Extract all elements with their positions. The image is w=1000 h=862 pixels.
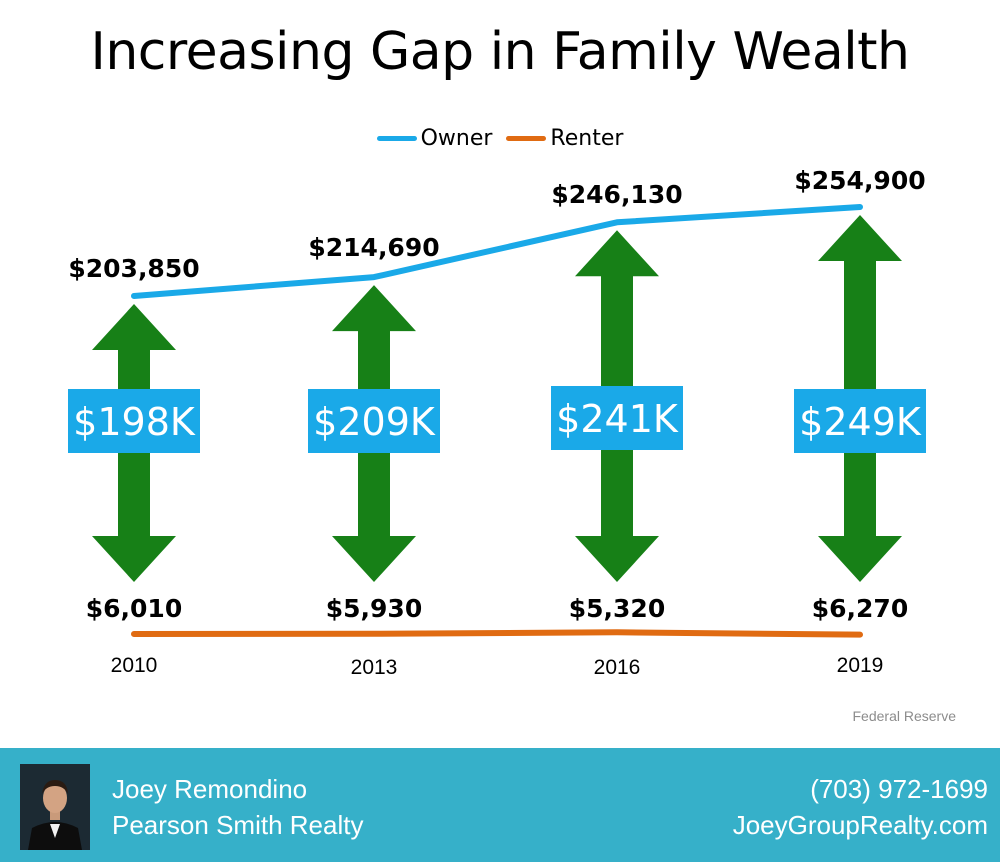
chart-title: Increasing Gap in Family Wealth — [90, 22, 910, 82]
agent-website-link[interactable]: JoeyGroupRealty.com — [732, 810, 988, 840]
source-credit: Federal Reserve — [852, 708, 957, 724]
renter-value-label-2019: $6,270 — [812, 594, 908, 623]
legend-owner-swatch — [376, 136, 417, 141]
gap-label-2016: $241K — [556, 397, 679, 441]
gap-label-2013: $209K — [313, 400, 436, 444]
legend-owner-label: Owner — [420, 126, 493, 151]
legend-renter-swatch — [506, 136, 547, 141]
legend-renter-label: Renter — [550, 126, 624, 151]
gap-box-2016 — [551, 386, 683, 450]
agent-company: Pearson Smith Realty — [112, 810, 364, 840]
gap-label-2019: $249K — [799, 400, 922, 444]
renter-value-label-2013: $5,930 — [326, 594, 422, 623]
chart-legend: Owner Renter — [0, 126, 1000, 151]
renter-value-label-2016: $5,320 — [569, 594, 665, 623]
renter-value-label-2010: $6,010 — [86, 594, 182, 623]
x-tick-label-2013: 2013 — [351, 656, 398, 679]
agent-name: Joey Remondino — [112, 774, 308, 804]
agent-phone[interactable]: (703) 972-1699 — [810, 774, 988, 804]
gap-box-2010 — [68, 389, 200, 453]
x-tick-label-2019: 2019 — [837, 654, 884, 677]
x-tick-label-2016: 2016 — [594, 656, 641, 679]
wealth-gap-chart: $198K $209K $241K $249K $203,850 $214,690 $246… — [68, 166, 926, 679]
legend-renter: Renter — [506, 126, 623, 151]
gap-box-2013 — [308, 389, 440, 453]
gap-box-2019 — [794, 389, 926, 453]
x-tick-label-2010: 2010 — [111, 654, 158, 677]
agent-photo-icon — [20, 764, 90, 850]
owner-series-line — [131, 204, 863, 299]
agent-footer: Joey Remondino Pearson Smith Realty (703… — [0, 748, 1000, 862]
gap-label-2010: $198K — [73, 400, 196, 444]
legend-owner: Owner — [376, 126, 493, 151]
owner-value-label-2019: $254,900 — [794, 166, 925, 195]
owner-value-label-2013: $214,690 — [308, 233, 439, 262]
renter-series-line — [131, 629, 863, 638]
owner-value-label-2010: $203,850 — [68, 254, 199, 283]
owner-value-label-2016: $246,130 — [551, 180, 682, 209]
